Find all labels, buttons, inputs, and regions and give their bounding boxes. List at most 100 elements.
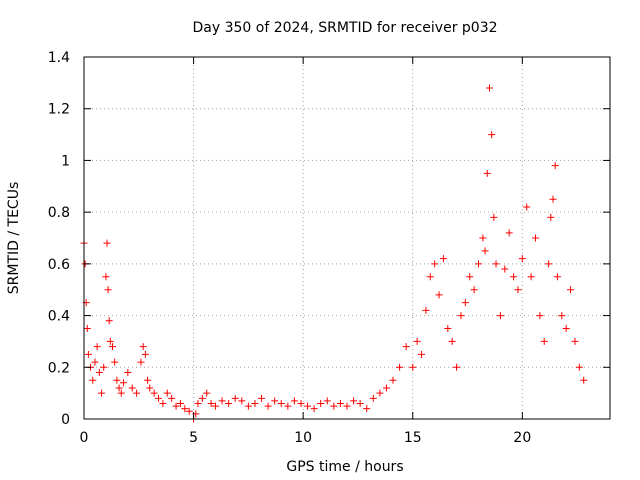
- data-point: [523, 203, 531, 211]
- data-point: [91, 358, 99, 366]
- data-point: [490, 213, 498, 221]
- data-point: [376, 389, 384, 397]
- data-point: [317, 399, 325, 407]
- data-point: [310, 405, 318, 413]
- data-point: [103, 239, 111, 247]
- data-point: [105, 317, 113, 325]
- y-axis-label: SRMTID / TECUs: [6, 182, 22, 295]
- data-point: [83, 325, 91, 332]
- data-point: [457, 312, 465, 320]
- data-point: [251, 399, 259, 407]
- data-point: [146, 384, 154, 392]
- data-point: [545, 260, 553, 268]
- data-point: [104, 286, 112, 294]
- data-point: [481, 247, 489, 255]
- data-point: [413, 337, 421, 345]
- data-point: [168, 394, 176, 402]
- data-point: [527, 273, 535, 281]
- y-tick-label: 0.4: [48, 309, 70, 325]
- data-point: [95, 368, 103, 376]
- data-point: [426, 273, 434, 281]
- data-point: [155, 394, 163, 402]
- data-point: [304, 402, 312, 410]
- data-point: [435, 291, 443, 299]
- data-point: [418, 350, 426, 358]
- data-point: [330, 402, 338, 410]
- data-point: [567, 286, 575, 294]
- data-point: [150, 389, 158, 397]
- data-point: [117, 389, 125, 397]
- data-point: [466, 273, 474, 281]
- data-points: [80, 84, 588, 423]
- data-point: [113, 376, 121, 384]
- data-point: [389, 376, 397, 384]
- data-point: [496, 312, 504, 320]
- data-point: [431, 260, 439, 268]
- data-point: [453, 363, 461, 371]
- data-point: [409, 363, 417, 371]
- data-point: [133, 389, 141, 397]
- data-point: [350, 397, 358, 405]
- data-point: [485, 84, 493, 92]
- data-point: [218, 397, 226, 405]
- data-point: [531, 234, 539, 242]
- grid: [84, 57, 610, 419]
- data-point: [444, 325, 452, 332]
- data-point: [100, 363, 108, 371]
- y-tick-label: 1.4: [48, 50, 70, 66]
- x-tick-label: 0: [80, 430, 89, 446]
- x-tick-label: 5: [189, 430, 198, 446]
- data-point: [271, 397, 279, 405]
- data-point: [258, 394, 266, 402]
- data-point: [284, 402, 292, 410]
- data-point: [290, 397, 298, 405]
- axis-ticks: 0 0.2 0.4 0.6 0.8 1 1.2 1.4 0 5 10 15 20: [48, 50, 610, 446]
- data-point: [558, 312, 566, 320]
- data-point: [225, 399, 233, 407]
- data-point: [470, 286, 478, 294]
- data-point: [207, 399, 215, 407]
- data-point: [108, 343, 116, 351]
- data-point: [163, 389, 171, 397]
- y-tick-label: 1.2: [48, 102, 70, 118]
- data-point: [562, 325, 570, 332]
- data-point: [89, 376, 97, 384]
- data-point: [483, 169, 491, 177]
- data-point: [106, 337, 114, 345]
- data-point: [297, 399, 305, 407]
- data-point: [139, 343, 147, 351]
- data-point: [448, 337, 456, 345]
- data-point: [547, 213, 555, 221]
- data-point: [461, 299, 469, 307]
- data-point: [159, 399, 167, 407]
- data-point: [93, 343, 101, 351]
- data-point: [323, 397, 331, 405]
- data-point: [475, 260, 482, 268]
- data-point: [553, 273, 561, 281]
- data-point: [492, 260, 500, 268]
- data-point: [119, 379, 127, 387]
- data-point: [264, 402, 272, 410]
- plot-frame: [83, 56, 611, 420]
- data-point: [198, 394, 206, 402]
- data-point: [84, 350, 92, 358]
- data-point: [439, 255, 447, 263]
- data-point: [536, 312, 544, 320]
- x-tick-label: 20: [513, 430, 531, 446]
- y-tick-label: 0.6: [48, 257, 70, 273]
- data-point: [571, 337, 579, 345]
- data-point: [382, 384, 390, 392]
- data-point: [356, 399, 364, 407]
- data-point: [343, 402, 351, 410]
- y-tick-label: 0.2: [48, 360, 70, 376]
- data-point: [277, 399, 285, 407]
- data-point: [575, 363, 583, 371]
- data-point: [238, 397, 246, 405]
- data-point: [144, 376, 152, 384]
- data-point: [402, 343, 410, 351]
- x-axis-label: GPS time / hours: [286, 459, 403, 475]
- data-point: [369, 394, 377, 402]
- data-point: [176, 399, 184, 407]
- data-point: [194, 399, 202, 407]
- data-point: [128, 384, 136, 392]
